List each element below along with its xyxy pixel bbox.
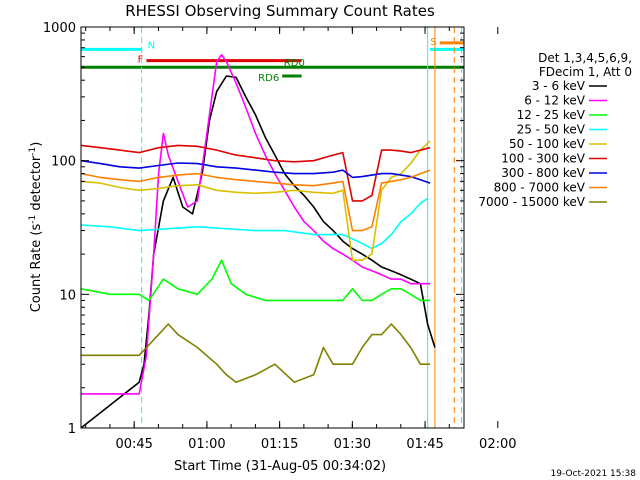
vertical-markers xyxy=(141,27,463,428)
footer-timestamp: 19-Oct-2021 15:38 xyxy=(551,469,637,479)
y-tick-label: 10 xyxy=(59,288,76,303)
chart-title: RHESSI Observing Summary Count Rates xyxy=(125,2,435,20)
legend-entry-label: 300 - 800 keV xyxy=(501,166,585,180)
series-line-1 xyxy=(81,53,431,395)
series-line-3 xyxy=(81,197,429,250)
series-line-8 xyxy=(81,323,431,384)
series-line-2 xyxy=(81,259,431,302)
legend: Det 1,3,4,5,6,9,FDecim 1, Att 03 - 6 keV… xyxy=(478,51,632,209)
y-axis-label: Count Rate (s-1 detector-1) xyxy=(28,142,44,313)
legend-entry-label: 100 - 300 keV xyxy=(501,152,585,166)
x-axis-label: Start Time (31-Aug-05 00:34:02) xyxy=(174,459,386,474)
x-tick-label: 00:45 xyxy=(115,437,152,452)
legend-header: FDecim 1, Att 0 xyxy=(539,65,632,79)
legend-entry-label: 3 - 6 keV xyxy=(532,79,586,93)
legend-entry-label: 7000 - 15000 keV xyxy=(478,195,585,209)
legend-entry-label: 6 - 12 keV xyxy=(524,94,586,108)
x-tick-label: 01:45 xyxy=(406,437,443,452)
annotation-bar-label: S xyxy=(430,37,436,48)
series-line-5 xyxy=(81,144,431,202)
annotation-bar-label: N xyxy=(148,40,155,51)
series-line-4 xyxy=(81,140,431,262)
series-line-0 xyxy=(81,75,436,428)
legend-entry-label: 50 - 100 keV xyxy=(509,137,586,151)
x-tick-label: 01:30 xyxy=(334,437,371,452)
y-ticks: 1 10 100 1000 xyxy=(43,21,464,437)
plot-frame xyxy=(80,26,465,429)
annotation-bar-label: RD6 xyxy=(258,73,279,84)
legend-entry-label: 12 - 25 keV xyxy=(517,108,586,122)
y-tick-label: 1000 xyxy=(43,21,76,36)
series-line-7 xyxy=(81,169,431,232)
series-line-6 xyxy=(81,159,431,184)
y-tick-label: 1 xyxy=(68,422,76,437)
x-ticks: 00:45 01:00 01:15 01:30 01:45 02:00 xyxy=(85,27,517,452)
annotation-bar-label: F xyxy=(138,55,144,66)
x-tick-label: 01:15 xyxy=(261,437,298,452)
y-tick-label: 100 xyxy=(51,155,76,170)
legend-entry-label: 800 - 7000 keV xyxy=(494,181,586,195)
x-tick-label: 01:00 xyxy=(188,437,225,452)
annotation-bars: NF RD0 RD6 S xyxy=(81,37,464,84)
legend-entry-label: 25 - 50 keV xyxy=(517,123,586,137)
legend-header: Det 1,3,4,5,6,9, xyxy=(538,51,632,65)
annotation-bar-label: RD0 xyxy=(284,58,305,69)
x-tick-label: 02:00 xyxy=(479,437,516,452)
series-lines xyxy=(81,53,436,428)
